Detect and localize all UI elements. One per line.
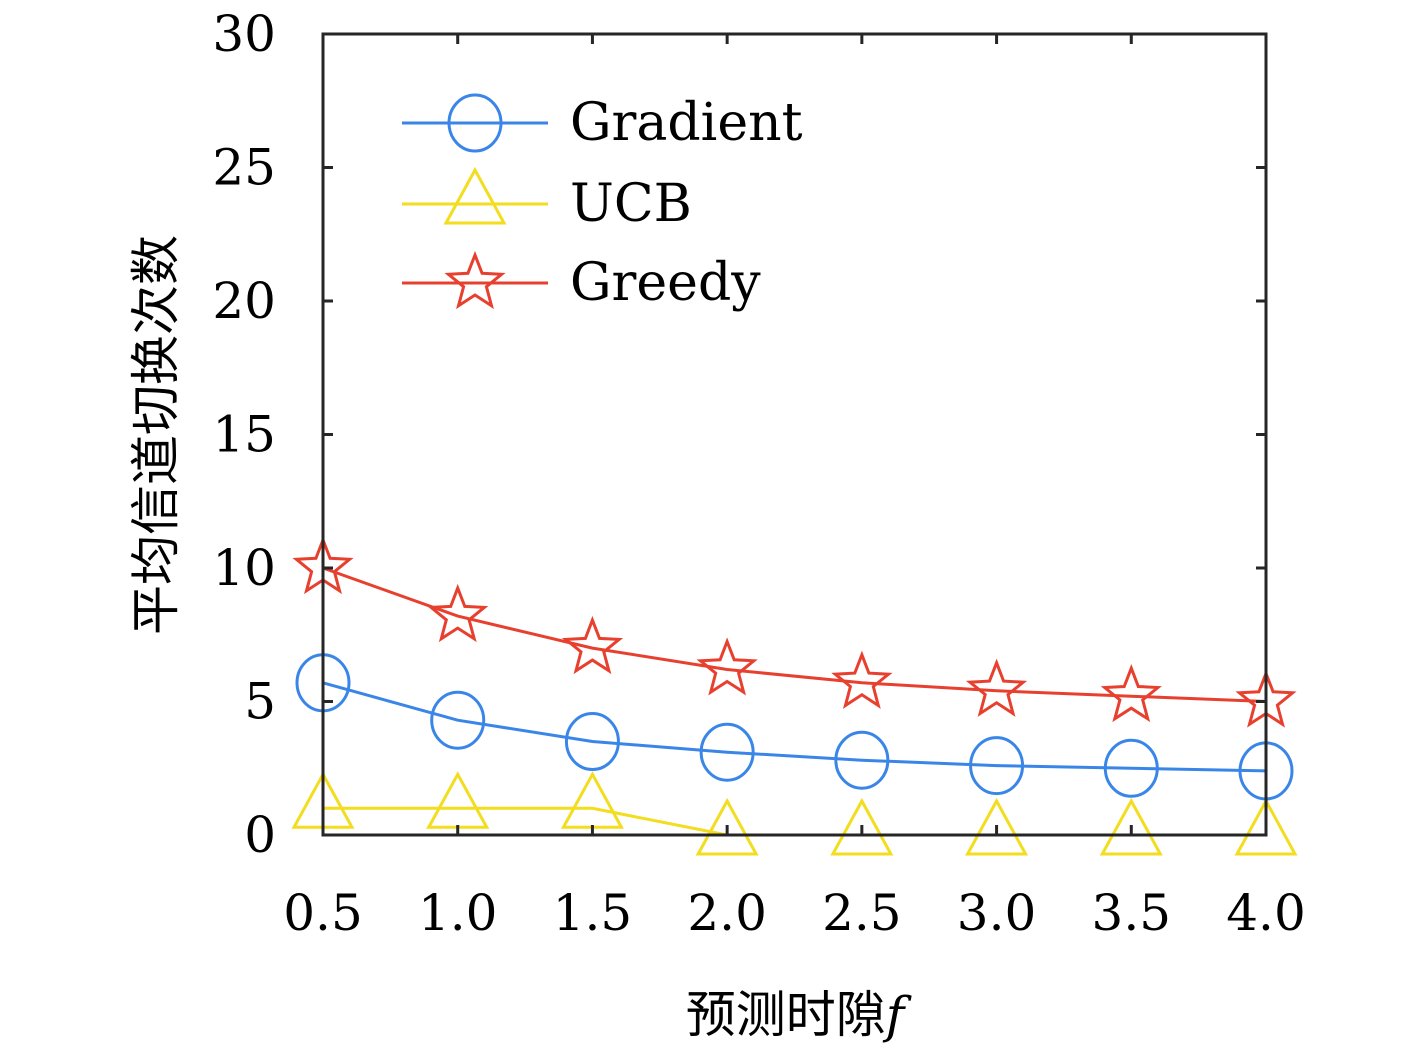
data-point-greedy — [427, 583, 489, 643]
legend-label-ucb: UCB — [570, 174, 692, 234]
data-point-greedy — [696, 637, 758, 696]
y-tick-label: 25 — [212, 139, 276, 197]
legend-marker-ucb — [443, 166, 507, 225]
axis-ticks — [321, 32, 1268, 837]
series-line-greedy — [322, 566, 1267, 703]
data-point-ucb — [695, 797, 759, 856]
y-tick-label: 0 — [244, 806, 276, 864]
data-point-greedy — [831, 650, 893, 709]
y-tick-label: 20 — [212, 272, 276, 330]
y-tick-label: 10 — [212, 539, 276, 597]
y-tick-label: 5 — [244, 673, 276, 731]
x-tick-label: 4.0 — [1226, 884, 1306, 942]
x-tick-label: 2.0 — [687, 884, 767, 942]
data-point-ucb — [1099, 797, 1163, 856]
data-point-ucb — [560, 771, 624, 829]
x-tick-label: 0.5 — [283, 884, 363, 942]
plot-frame — [321, 32, 1268, 837]
data-point-greedy — [1100, 664, 1162, 723]
data-point-greedy — [561, 615, 624, 675]
data-point-gradient — [430, 690, 486, 750]
data-point-gradient — [699, 722, 755, 782]
x-tick-labels: 0.5 1.0 1.5 2.0 2.5 3.0 3.5 4.0 — [283, 884, 1306, 942]
x-tick-label: 1.5 — [553, 884, 633, 942]
data-point-gradient — [834, 730, 890, 790]
data-point-greedy — [965, 658, 1028, 717]
x-axis-label-symbol: f — [882, 986, 912, 1044]
data-point-gradient — [564, 712, 620, 772]
series-line-gradient — [322, 681, 1267, 773]
data-point-ucb — [830, 797, 894, 856]
y-axis-label: 平均信道切换次数 — [127, 235, 185, 635]
data-point-ucb — [426, 771, 490, 829]
y-tick-labels: 0 5 10 15 20 25 30 — [212, 5, 276, 864]
legend-label-gradient: Gradient — [570, 93, 803, 153]
data-point-gradient — [969, 736, 1025, 796]
x-tick-label: 3.5 — [1092, 884, 1172, 942]
y-tick-label: 15 — [212, 406, 276, 464]
x-axis-label: 预测时隙f — [686, 986, 912, 1044]
x-axis-label-text: 预测时隙 — [686, 986, 886, 1044]
x-tick-label: 2.5 — [822, 884, 902, 942]
legend-marker-greedy — [444, 250, 506, 310]
x-tick-label: 1.0 — [418, 884, 498, 942]
legend-label-greedy: Greedy — [570, 253, 761, 313]
data-point-ucb — [1234, 797, 1298, 856]
y-tick-label: 30 — [212, 5, 276, 63]
legend: Gradient UCB Greedy — [402, 93, 803, 313]
x-tick-label: 3.0 — [957, 884, 1037, 942]
legend-marker-gradient — [447, 93, 503, 153]
data-point-gradient — [1103, 738, 1159, 798]
data-point-ucb — [965, 797, 1029, 856]
